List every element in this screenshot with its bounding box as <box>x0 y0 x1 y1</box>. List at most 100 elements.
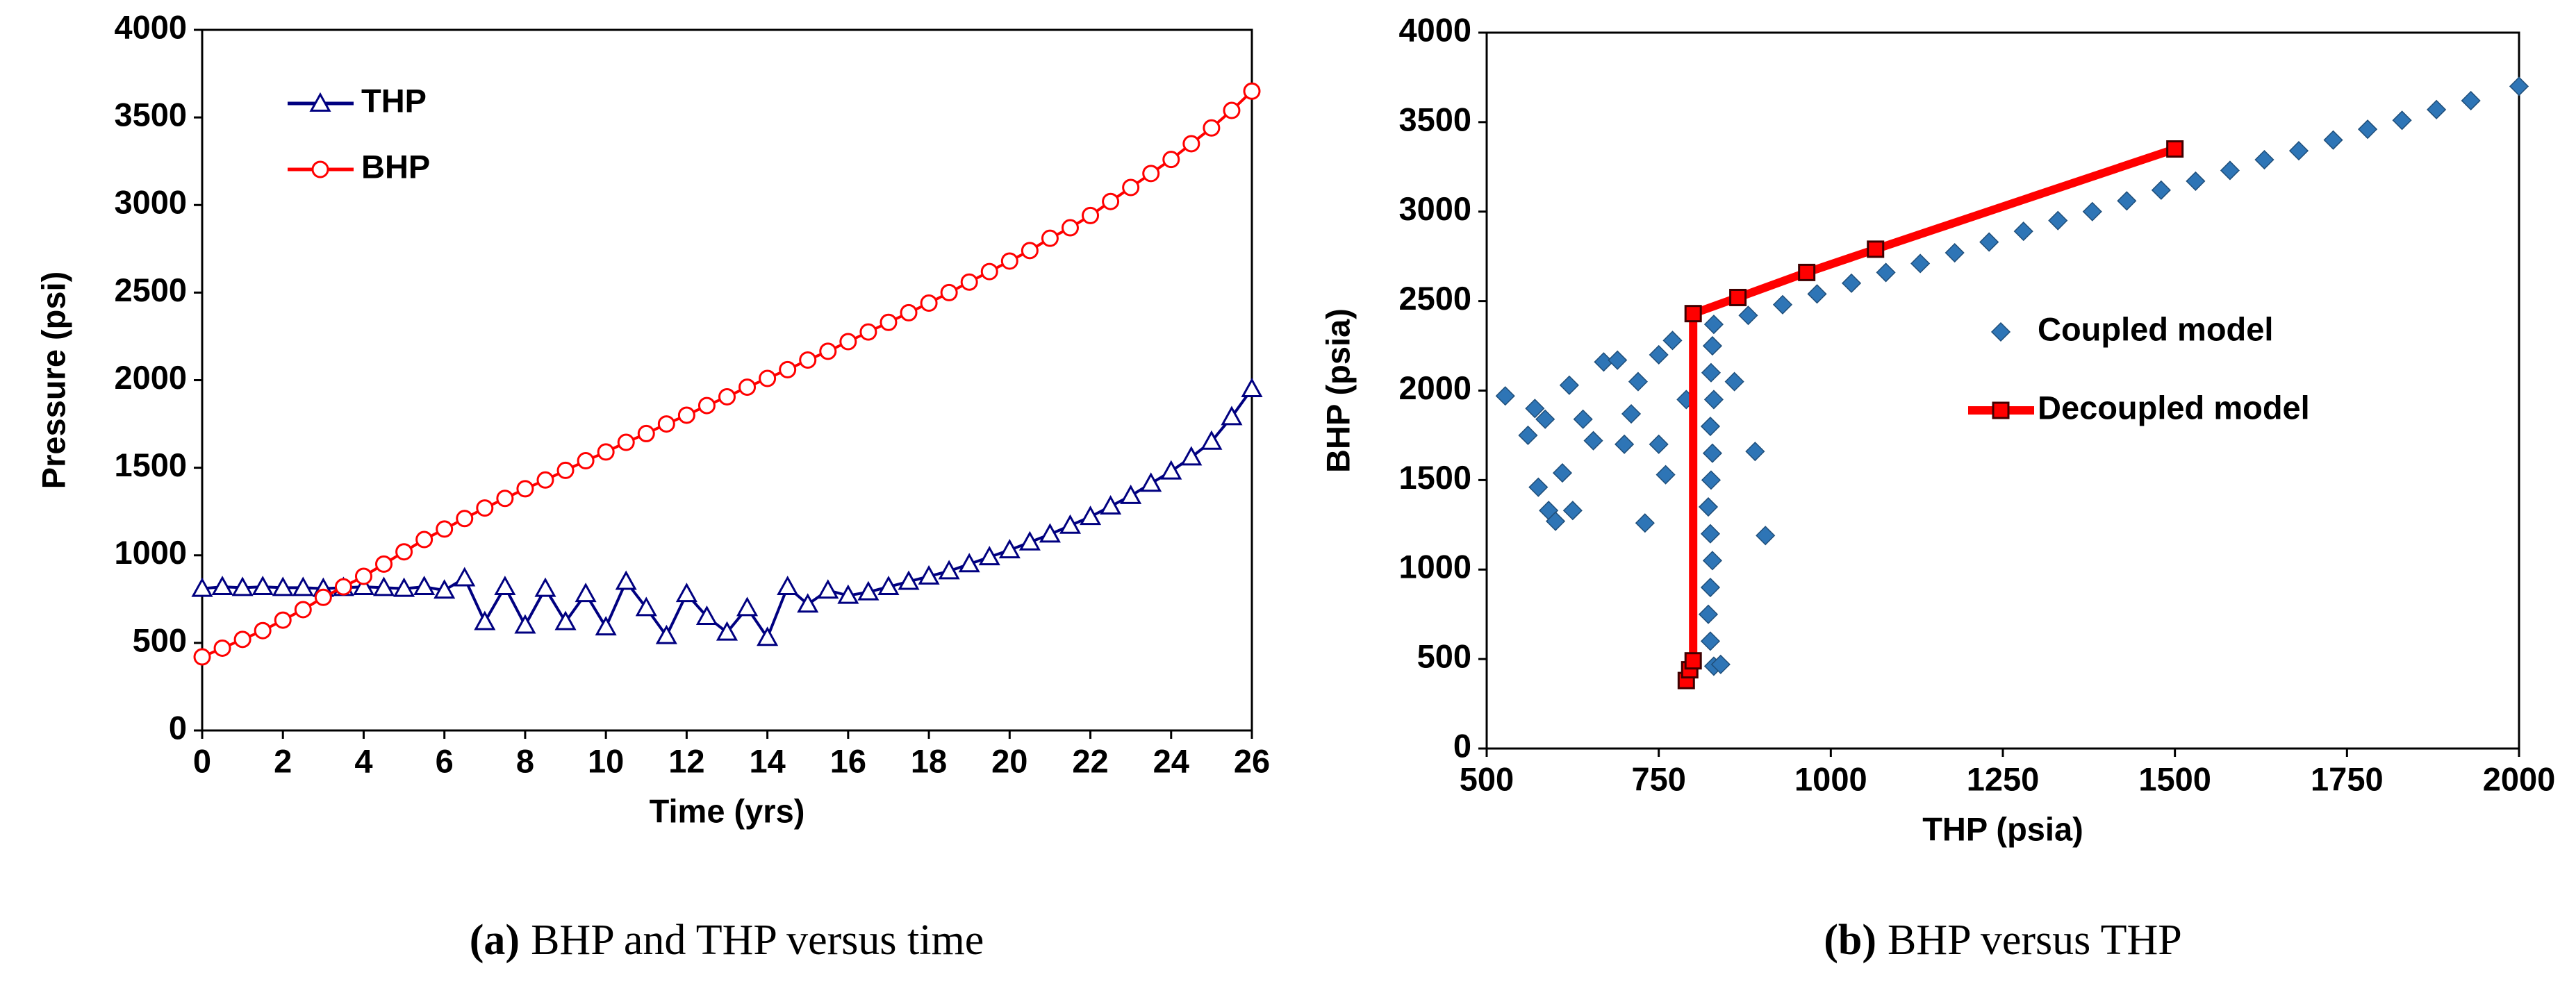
marker <box>777 576 799 596</box>
x-tick-label: 0 <box>193 742 211 779</box>
marker <box>393 577 415 597</box>
marker <box>1552 463 1573 483</box>
legend-label: Coupled model <box>2038 310 2273 347</box>
y-tick-label: 3000 <box>114 184 187 221</box>
marker <box>2166 140 2184 158</box>
y-tick-label: 2500 <box>1398 280 1471 317</box>
marker <box>880 313 898 331</box>
marker <box>819 342 837 360</box>
y-tick-label: 3500 <box>114 97 187 133</box>
marker <box>1562 501 1583 521</box>
caption-label: (b) <box>1824 917 1876 964</box>
marker <box>272 576 294 596</box>
marker <box>799 351 817 369</box>
x-tick-label: 14 <box>749 742 785 779</box>
marker <box>2427 99 2447 119</box>
marker <box>2392 110 2412 131</box>
marker <box>1701 470 1722 490</box>
marker <box>817 579 839 599</box>
caption-label: (a) <box>470 917 520 964</box>
marker <box>597 443 615 461</box>
marker <box>839 333 857 351</box>
x-tick-label: 12 <box>668 742 704 779</box>
marker <box>575 583 597 603</box>
marker <box>1772 294 1793 315</box>
caption-text: BHP versus THP <box>1888 917 2182 964</box>
marker <box>1703 315 1724 335</box>
marker <box>2461 90 2481 111</box>
marker <box>718 387 736 406</box>
marker <box>1573 409 1593 429</box>
y-tick-label: 2500 <box>114 271 187 308</box>
marker <box>1122 178 1140 197</box>
x-axis-title: Time (yrs) <box>650 792 805 829</box>
marker <box>2254 149 2274 170</box>
x-tick-label: 1000 <box>1794 760 1867 797</box>
marker <box>1724 371 1744 392</box>
x-tick-label: 4 <box>354 742 372 779</box>
marker <box>1628 371 1649 392</box>
x-tick-label: 2 <box>274 742 292 779</box>
y-tick-label: 3000 <box>1398 190 1471 227</box>
caption: (a) BHP and THP versus time <box>470 917 984 964</box>
marker <box>1867 240 1885 258</box>
marker <box>231 576 254 596</box>
marker <box>1701 362 1722 383</box>
legend-label: BHP <box>361 148 430 185</box>
marker <box>1180 446 1203 466</box>
y-tick-label: 1500 <box>114 446 187 483</box>
marker <box>1649 344 1669 365</box>
marker <box>1241 378 1263 398</box>
marker <box>1223 101 1241 119</box>
marker <box>254 621 272 640</box>
marker <box>395 543 413 561</box>
y-tick-label: 500 <box>1417 638 1471 675</box>
marker <box>292 576 314 596</box>
x-tick-label: 1750 <box>2311 760 2384 797</box>
marker <box>314 588 332 606</box>
marker <box>759 369 777 387</box>
marker <box>837 584 859 604</box>
marker <box>1684 305 1702 323</box>
marker <box>1621 403 1642 424</box>
y-tick-label: 500 <box>133 621 187 658</box>
marker <box>1160 460 1182 480</box>
x-tick-label: 500 <box>1460 760 1514 797</box>
x-tick-label: 2000 <box>2483 760 2556 797</box>
caption-text: BHP and THP versus time <box>531 917 984 964</box>
x-tick-label: 1250 <box>1967 760 2040 797</box>
marker <box>2013 222 2033 242</box>
marker <box>436 520 454 538</box>
x-tick-label: 18 <box>911 742 947 779</box>
legend-marker <box>309 92 331 112</box>
marker <box>1142 165 1160 183</box>
marker <box>1684 652 1702 670</box>
marker <box>2509 76 2529 97</box>
x-tick-label: 24 <box>1153 742 1189 779</box>
marker <box>456 510 474 528</box>
marker <box>2357 119 2378 140</box>
marker <box>898 570 920 590</box>
marker <box>1559 375 1579 395</box>
marker <box>415 530 434 549</box>
marker <box>556 461 575 479</box>
marker <box>657 415 675 433</box>
plot-frame <box>1485 31 2520 750</box>
marker <box>1945 242 1965 263</box>
y-tick-label: 1000 <box>114 534 187 571</box>
marker <box>1649 434 1669 454</box>
marker <box>1021 242 1039 260</box>
marker <box>274 611 292 629</box>
marker <box>1615 434 1635 454</box>
legend-marker <box>1992 401 2010 419</box>
marker <box>494 576 516 596</box>
marker <box>334 578 352 596</box>
marker <box>1000 252 1018 270</box>
marker <box>1082 206 1100 224</box>
marker <box>2082 201 2102 222</box>
marker <box>1039 523 1061 543</box>
marker <box>577 452 595 470</box>
marker <box>1656 465 1676 485</box>
marker <box>516 480 534 498</box>
marker <box>1635 513 1655 533</box>
